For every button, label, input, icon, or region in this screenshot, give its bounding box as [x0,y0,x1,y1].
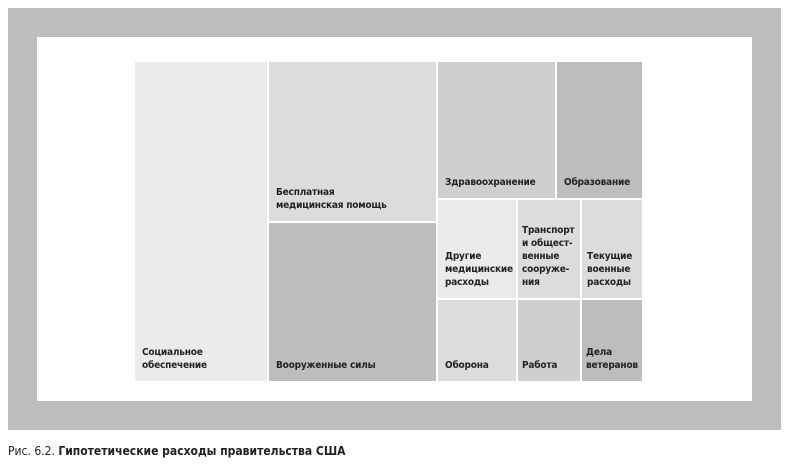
cell-label-line: медицинские [445,264,513,275]
cell-label-line: ния [522,277,540,288]
treemap-panel: Социальное обеспечение Бесплатная медицинс… [37,37,752,401]
cell-label-line: Текущие [587,251,633,262]
cell-label-line: венные [522,251,560,262]
treemap-cell: Оборона [438,300,516,381]
cell-label-line: Образование [564,177,631,188]
treemap-cell: Образование [557,62,642,198]
caption-title: Гипотетические расходы правительства США [58,444,346,458]
caption-prefix: Рис. 6.2. [8,444,55,458]
cell-label-line: военные [587,264,631,275]
caption: Рис. 6.2. Гипотетические расходы правите… [8,444,346,458]
treemap-cell: Другие медицинские расходы [438,200,516,298]
cell-label-line: Оборона [445,360,489,371]
cell-label-line: Бесплатная [276,187,335,198]
cell-label-line: обеспечение [142,360,207,371]
treemap-cell: Здравоохранение [438,62,555,198]
cell-label-line: расходы [445,277,489,288]
cell-label-line: расходы [587,277,631,288]
cell-label-line: Другие [445,251,482,262]
treemap-cell: Текущие военные расходы [582,200,642,298]
cell-label-line: Социальное [142,347,203,358]
treemap-cell: Социальное обеспечение [135,62,267,381]
frame: Социальное обеспечение Бесплатная медицинс… [8,8,781,430]
cell-label-line: ветеранов [586,360,638,371]
cell-label-line: сооруже- [522,264,570,275]
cell-label-line: медицинская помощь [276,200,387,211]
cell-label-line: и общест- [522,238,573,249]
treemap-cell: Бесплатная медицинская помощь [269,62,436,221]
cell-label-line: Работа [522,360,558,371]
cell-label-line: Транспорт [522,225,575,236]
cell-label-line: Вооруженные силы [276,360,376,371]
cell-label-line: Здравоохранение [445,177,536,188]
treemap-cell: Работа [518,300,580,381]
cell-label-line: Дела [586,347,612,358]
treemap-cell: Транспорт и общест-венные сооруже-ния [518,200,580,298]
treemap-cell: Дела ветеранов [582,300,642,381]
treemap-cell: Вооруженные силы [269,223,436,381]
